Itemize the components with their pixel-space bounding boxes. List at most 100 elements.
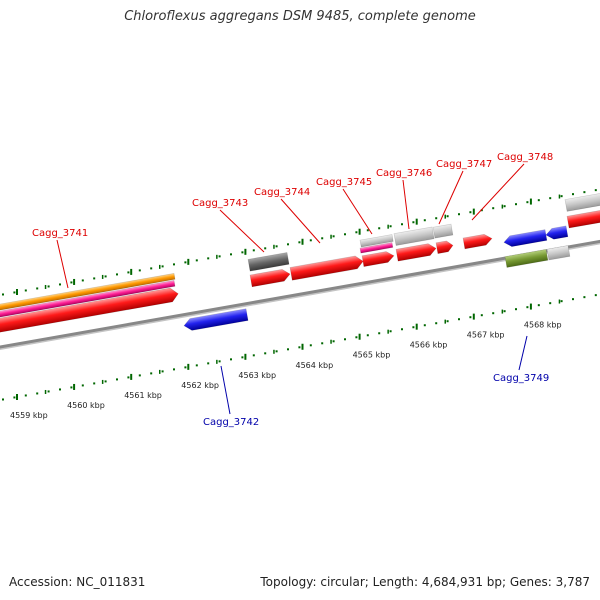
ruler-dot-inner: [161, 370, 164, 373]
ruler-dot-outer: [412, 221, 415, 224]
ruler-dot-inner: [355, 336, 358, 339]
ruler-dot-outer: [446, 215, 449, 218]
gene-feature-grey-tiny: [432, 223, 454, 239]
ruler-dot-inner: [13, 396, 16, 399]
ruler-dot-inner: [503, 310, 506, 313]
ruler-dot-outer: [36, 287, 39, 290]
ruler-dot-outer: [401, 223, 403, 226]
gene-arrow-reverse-small: [545, 225, 569, 240]
ruler-dot-outer: [583, 191, 586, 194]
ruler-dot-inner: [150, 372, 153, 375]
gene-label-text: Cagg_3744: [254, 187, 310, 198]
ruler-dot-inner: [560, 300, 563, 303]
ruler-dot-outer: [70, 281, 73, 284]
ruler-dot-inner: [24, 394, 27, 397]
ruler-dot-inner: [138, 374, 141, 377]
ruler-dot-outer: [138, 269, 141, 272]
ruler-dot-outer: [332, 235, 335, 238]
gene-arrow-cagg-3742: [183, 308, 249, 331]
accession-text: Accession: NC_011831: [9, 575, 146, 589]
ruler-dot-outer: [549, 197, 552, 200]
ruler-dot-inner: [47, 390, 50, 393]
ruler-dot-inner: [366, 334, 369, 337]
ruler-dot-inner: [93, 382, 96, 385]
gene-label-leader: [518, 335, 528, 371]
ruler-dot-inner: [458, 318, 460, 321]
ruler-dot-inner: [549, 302, 552, 305]
kbp-tick-label: 4567 kbp: [467, 331, 505, 340]
gene-label-text: Cagg_3747: [436, 159, 492, 170]
ruler-dot-inner: [594, 294, 597, 297]
ruler-dot-outer: [435, 217, 438, 220]
ruler-dot-outer: [423, 219, 426, 222]
ruler-dot-outer: [480, 209, 483, 212]
map-title: Chloroflexus aggregans DSM 9485, complet…: [124, 9, 476, 24]
ruler-dot-inner: [492, 312, 495, 315]
gene-arrow-cagg-3745: [361, 251, 395, 267]
ruler-dot-inner: [446, 320, 449, 323]
ruler-dot-outer: [127, 271, 130, 274]
ruler-dot-outer: [355, 231, 358, 234]
ruler-dot-inner: [583, 296, 586, 299]
ruler-dot-outer: [537, 199, 540, 202]
ruler-dot-outer: [344, 233, 346, 236]
ruler-dot-inner: [184, 366, 187, 369]
gene-arrow-cagg-3744: [289, 255, 364, 281]
ruler-dot-inner: [116, 378, 118, 381]
ruler-dot-inner: [252, 354, 255, 357]
ruler-dot-outer: [594, 189, 597, 192]
ruler-dot-inner: [309, 344, 312, 347]
ruler-dot-outer: [526, 201, 529, 204]
ruler-dot-inner: [195, 364, 198, 367]
ruler-dot-inner: [287, 348, 289, 351]
ruler-dot-inner: [412, 326, 415, 329]
ruler-dot-outer: [195, 259, 198, 262]
gene-feature-grey-small: [359, 234, 394, 248]
ruler-dot-outer: [503, 205, 506, 208]
gene-feature-pink: [0, 280, 176, 319]
ruler-dot-inner: [378, 332, 381, 335]
gene-feature-grey-mid: [393, 226, 435, 246]
ruler-dot-outer: [298, 241, 301, 244]
ruler-dot-inner: [526, 306, 529, 309]
gene-label-leader: [220, 365, 231, 415]
kbp-tick-label: 4560 kbp: [67, 401, 105, 410]
gene-label-leader: [219, 209, 265, 253]
ruler-dot-outer: [572, 193, 574, 196]
ruler-dot-inner: [36, 392, 39, 395]
ruler-dot-inner: [2, 398, 4, 401]
kbp-tick-label: 4566 kbp: [410, 341, 448, 350]
ruler-dot-inner: [81, 384, 84, 387]
ruler-dot-inner: [321, 342, 324, 345]
ruler-dot-inner: [264, 352, 267, 355]
ruler-dot-inner: [401, 328, 403, 331]
gene-label-leader: [402, 179, 410, 230]
ruler-dot-inner: [104, 380, 107, 383]
kbp-ruler: 4559 kbp 4560 kbp 4561 kbp 4562 kbp 4563 kbp…: [2, 189, 597, 420]
ruler-dot-outer: [218, 255, 221, 258]
gene-label-text: Cagg_3748: [497, 152, 553, 163]
ruler-dot-outer: [469, 211, 472, 214]
ruler-dot-outer: [230, 253, 232, 256]
ruler-dot-outer: [13, 291, 16, 294]
ruler-dot-outer: [275, 245, 278, 248]
gene-feature-orange: [0, 273, 176, 312]
ruler-dot-outer: [309, 239, 312, 242]
ruler-dot-outer: [161, 265, 164, 268]
ruler-dot-inner: [298, 346, 301, 349]
ruler-dot-outer: [241, 251, 244, 254]
ruler-dot-outer: [515, 203, 517, 206]
gene-label-text: Cagg_3749: [493, 373, 549, 384]
ruler-dot-outer: [389, 225, 392, 228]
ruler-dot-outer: [2, 293, 4, 296]
ruler-dot-outer: [207, 257, 210, 260]
gene-feature-pink-small: [359, 242, 394, 254]
ruler-dot-outer: [458, 213, 460, 216]
gene-label-text: Cagg_3745: [316, 177, 372, 188]
kbp-tick-label: 4568 kbp: [524, 321, 562, 330]
gene-label-leader: [56, 239, 69, 289]
ruler-dot-inner: [207, 362, 210, 365]
gene-feature-right-red: [566, 209, 600, 229]
ruler-dot-outer: [252, 249, 255, 252]
